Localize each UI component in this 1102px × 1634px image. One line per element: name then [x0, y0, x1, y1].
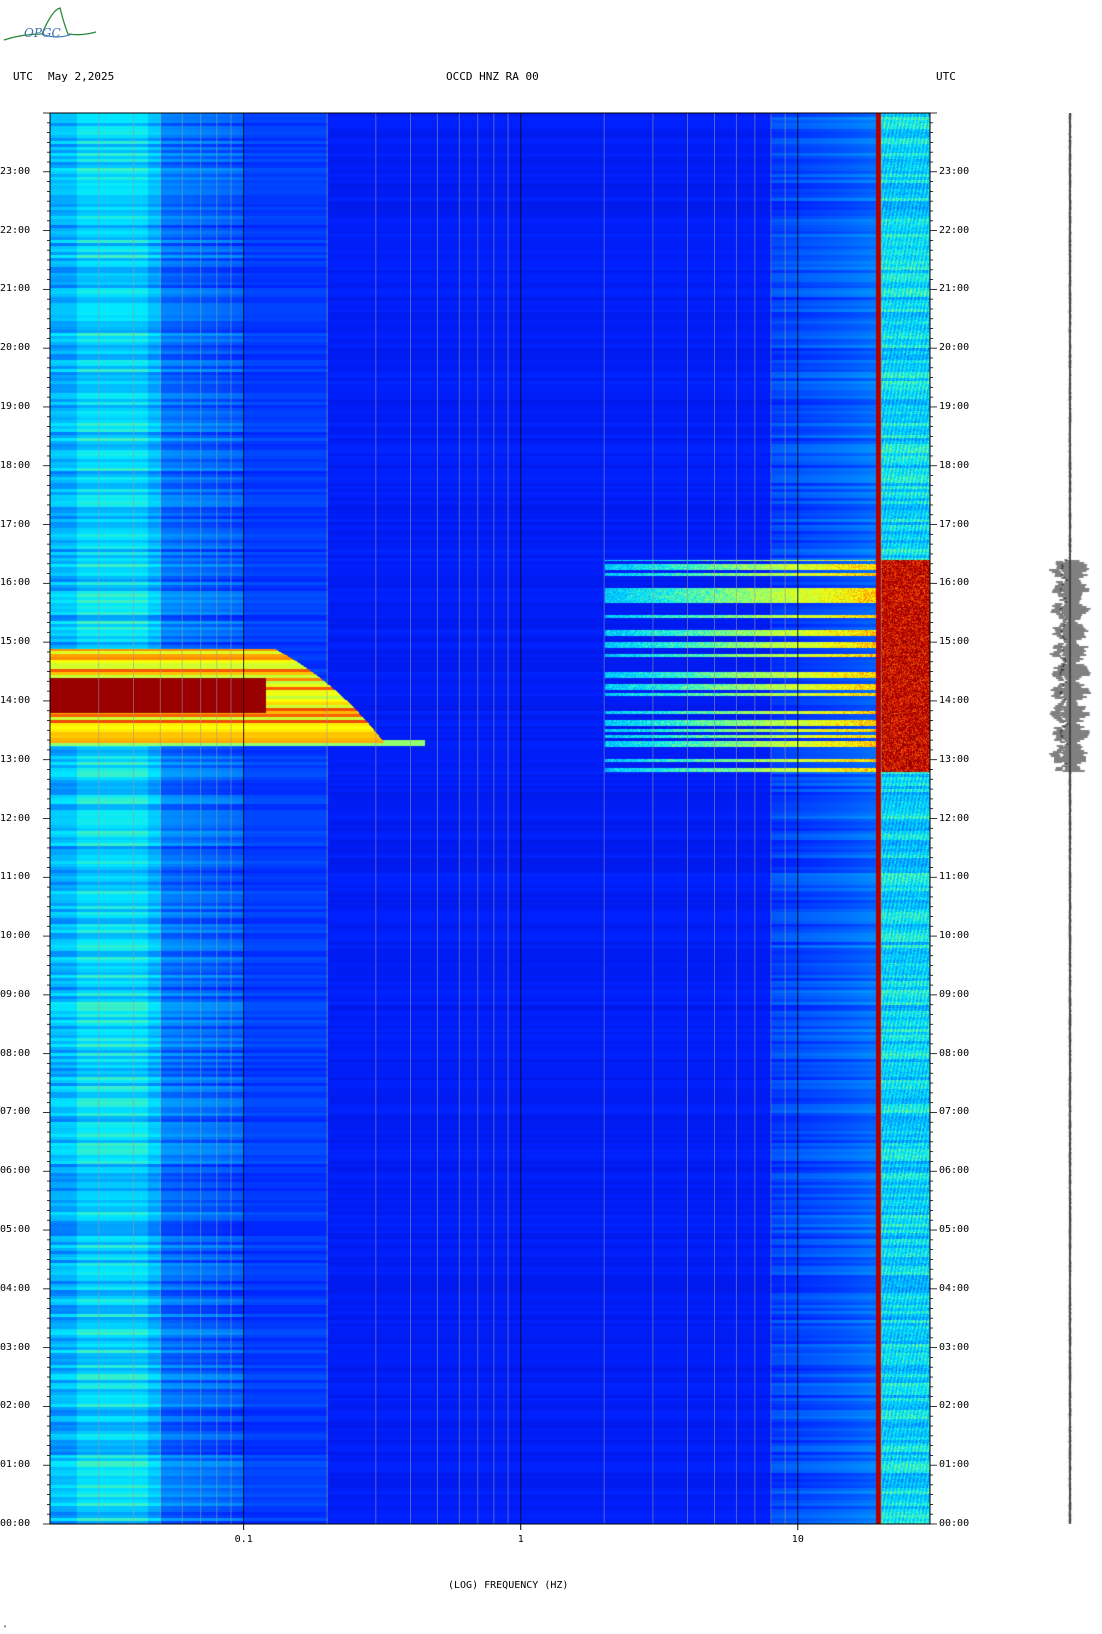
y-tick-label-right: 23:00	[939, 165, 970, 177]
y-tick-label-left: 19:00	[0, 400, 31, 412]
y-tick-label-left: 04:00	[0, 1282, 31, 1294]
y-tick-label-right: 06:00	[939, 1165, 970, 1177]
y-tick-label-left: 02:00	[0, 1400, 31, 1412]
y-tick-label-right: 15:00	[939, 636, 970, 648]
y-tick-label-right: 17:00	[939, 518, 970, 530]
y-tick-label-right: 04:00	[939, 1282, 970, 1294]
header-station: OCCD HNZ RA 00	[446, 70, 539, 83]
y-tick-label-left: 03:00	[0, 1341, 31, 1353]
y-tick-label-right: 08:00	[939, 1047, 970, 1059]
y-tick-label-right: 10:00	[939, 930, 970, 942]
y-tick-label-left: 07:00	[0, 1106, 31, 1118]
y-tick-label-left: 00:00	[0, 1518, 31, 1529]
y-tick-label-left: 17:00	[0, 518, 31, 530]
spectrogram	[50, 113, 930, 1524]
x-tick-label: 10	[791, 1534, 804, 1545]
y-tick-label-left: 12:00	[0, 812, 31, 824]
y-tick-label-right: 19:00	[939, 400, 970, 412]
y-tick-label-left: 09:00	[0, 988, 31, 1000]
y-tick-label-left: 21:00	[0, 283, 31, 295]
y-tick-label-left: 16:00	[0, 577, 31, 589]
y-tick-label-left: 01:00	[0, 1459, 31, 1471]
seismogram-trace	[1040, 113, 1100, 1524]
y-tick-label-left: 13:00	[0, 753, 31, 765]
header-left-utc: UTC	[13, 70, 33, 83]
y-tick-label-left: 22:00	[0, 224, 31, 236]
y-tick-label-right: 21:00	[939, 283, 970, 295]
y-tick-label-left: 23:00	[0, 165, 31, 177]
header-date: May 2,2025	[48, 70, 115, 83]
y-tick-label-right: 16:00	[939, 577, 970, 589]
x-tick-label: 0.1	[234, 1534, 253, 1545]
y-tick-label-right: 22:00	[939, 224, 970, 236]
footer-mark: "	[3, 1625, 7, 1632]
y-tick-label-right: 09:00	[939, 988, 970, 1000]
y-tick-label-right: 00:00	[939, 1518, 970, 1529]
y-tick-label-left: 14:00	[0, 694, 31, 706]
y-tick-label-right: 01:00	[939, 1459, 970, 1471]
y-tick-label-right: 11:00	[939, 871, 970, 883]
y-tick-label-right: 05:00	[939, 1224, 970, 1236]
y-tick-label-right: 12:00	[939, 812, 970, 824]
y-tick-label-right: 18:00	[939, 459, 970, 471]
y-tick-label-left: 15:00	[0, 636, 31, 648]
opgc-logo	[2, 4, 97, 46]
x-tick-label: 1	[517, 1534, 524, 1545]
x-axis-label: (LOG) FREQUENCY (HZ)	[448, 1580, 569, 1591]
y-tick-label-right: 13:00	[939, 753, 970, 765]
y-tick-label-left: 18:00	[0, 459, 31, 471]
y-tick-label-right: 14:00	[939, 694, 970, 706]
y-tick-label-left: 10:00	[0, 930, 31, 942]
y-tick-label-left: 20:00	[0, 342, 31, 354]
y-tick-label-left: 11:00	[0, 871, 31, 883]
logo-text: OPGC	[24, 26, 61, 40]
y-tick-label-right: 07:00	[939, 1106, 970, 1118]
y-tick-label-right: 03:00	[939, 1341, 970, 1353]
y-tick-label-right: 02:00	[939, 1400, 970, 1412]
y-tick-label-left: 05:00	[0, 1224, 31, 1236]
header-right-utc: UTC	[936, 70, 956, 83]
y-tick-label-left: 08:00	[0, 1047, 31, 1059]
y-tick-label-left: 06:00	[0, 1165, 31, 1177]
y-tick-label-right: 20:00	[939, 342, 970, 354]
